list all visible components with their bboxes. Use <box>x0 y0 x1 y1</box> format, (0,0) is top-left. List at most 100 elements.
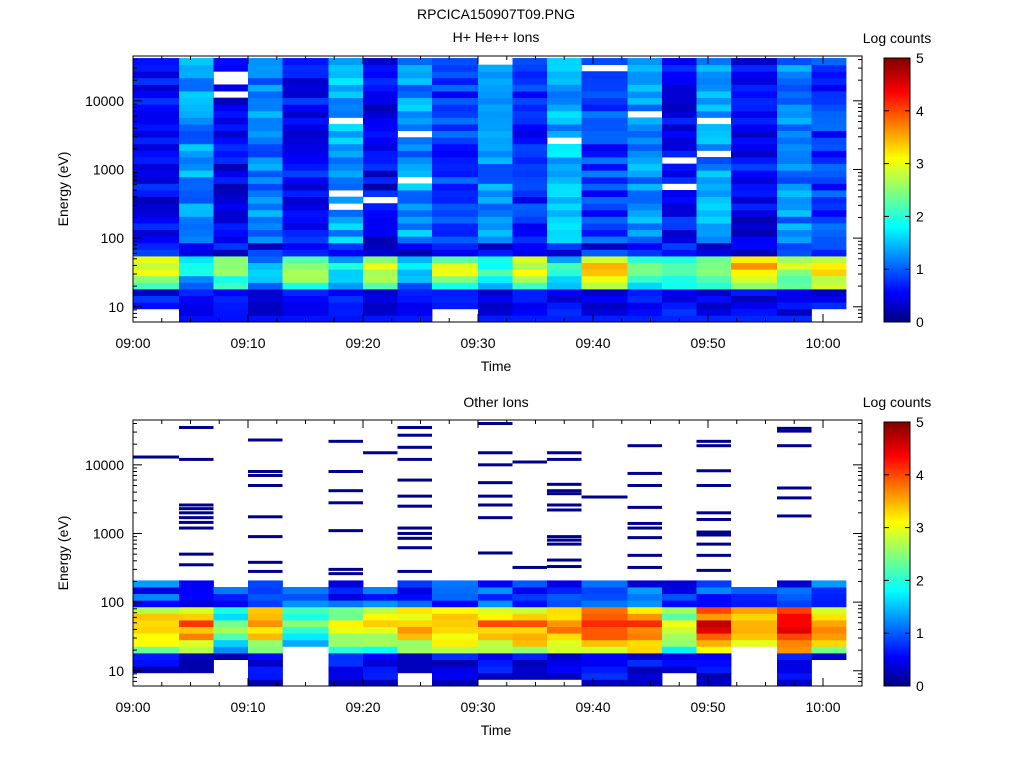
heatmap-cell <box>581 666 628 674</box>
heatmap-cell <box>478 256 513 264</box>
heatmap-cell <box>179 308 214 316</box>
heatmap-cell <box>777 64 812 72</box>
heatmap-cell <box>248 672 283 680</box>
heatmap-cell <box>133 183 180 191</box>
heatmap-cell <box>512 117 548 125</box>
heatmap-cell <box>432 77 479 85</box>
heatmap-cell <box>777 282 812 290</box>
heatmap-cell <box>662 236 697 244</box>
heatmap-cell <box>696 104 732 112</box>
heatmap-cell <box>547 620 582 628</box>
heatmap-cell <box>662 124 697 132</box>
heatmap-cell <box>363 183 398 191</box>
heatmap-cell <box>731 104 778 112</box>
heatmap-cell <box>547 117 582 125</box>
heatmap-cell <box>731 593 778 601</box>
heatmap-cell <box>662 176 697 184</box>
heatmap-cell <box>328 659 364 667</box>
heatmap-cell <box>731 209 778 217</box>
heatmap-cell <box>397 606 433 614</box>
heatmap-cell <box>512 269 548 277</box>
heatmap-cell <box>777 176 812 184</box>
heatmap-cell <box>696 308 732 316</box>
heatmap-cell <box>363 646 398 654</box>
heatmap-cell <box>397 84 433 92</box>
heatmap-cell <box>811 143 847 151</box>
heatmap-cell <box>213 84 249 92</box>
heatmap-cell <box>282 137 329 145</box>
heatmap-cell <box>547 110 582 118</box>
heatmap-cell <box>811 196 847 204</box>
heatmap-cell <box>627 137 663 145</box>
heatmap-cell <box>248 679 283 687</box>
y-tick-label: 10000 <box>85 93 124 109</box>
heatmap-cell <box>133 176 180 184</box>
heatmap-cell <box>179 157 214 165</box>
heatmap-cell <box>328 580 364 588</box>
heatmap-cell <box>213 256 249 264</box>
heatmap-cell <box>811 262 847 270</box>
heatmap-cell <box>179 196 214 204</box>
heatmap-cell <box>133 71 180 79</box>
heatmap-cell <box>512 315 548 323</box>
colorbar-tick-label: 2 <box>916 572 924 588</box>
heatmap-cell <box>328 302 364 310</box>
heatmap-cell <box>133 295 180 303</box>
heatmap-cell <box>811 587 847 595</box>
heatmap-cell <box>478 659 513 667</box>
heatmap-cell <box>512 229 548 237</box>
heatmap-cell <box>478 269 513 277</box>
heatmap-cell <box>696 620 732 628</box>
heatmap-cell <box>363 150 398 158</box>
heatmap-cell <box>662 223 697 231</box>
heatmap-cell <box>248 229 283 237</box>
count-line <box>133 455 179 459</box>
heatmap-cell <box>627 600 663 608</box>
heatmap-cell <box>213 315 249 323</box>
heatmap-cell <box>248 600 283 608</box>
heatmap-cell <box>213 620 249 628</box>
heatmap-cell <box>397 587 433 595</box>
heatmap-cell <box>397 216 433 224</box>
heatmap-cell <box>213 633 249 641</box>
heatmap-cell <box>478 308 513 316</box>
count-line <box>397 569 432 573</box>
heatmap-cell <box>512 626 548 634</box>
heatmap-cell <box>581 295 628 303</box>
heatmap-cell <box>777 170 812 178</box>
heatmap-cell <box>432 600 479 608</box>
heatmap-cell <box>133 77 180 85</box>
heatmap-cell <box>213 262 249 270</box>
heatmap-cell <box>731 190 778 198</box>
heatmap-cell <box>282 58 329 66</box>
heatmap-cell <box>777 209 812 217</box>
heatmap-cell <box>248 587 283 595</box>
heatmap-cell <box>777 163 812 171</box>
heatmap-cell <box>478 639 513 647</box>
heatmap-cell <box>363 639 398 647</box>
count-line <box>397 478 432 482</box>
heatmap-cell <box>179 77 214 85</box>
heatmap-cell <box>363 117 398 125</box>
heatmap-cell <box>478 190 513 198</box>
colorbar-ticks: 0 1 2 3 4 5 <box>884 414 924 694</box>
heatmap-cell <box>512 130 548 138</box>
heatmap-cell <box>627 593 663 601</box>
heatmap-cell <box>248 110 283 118</box>
heatmap-cell <box>811 137 847 145</box>
heatmap-cell <box>547 282 582 290</box>
heatmap-cell <box>777 659 812 667</box>
heatmap-cell <box>432 580 479 588</box>
count-line <box>328 567 363 571</box>
heatmap-cell <box>547 275 582 283</box>
heatmap-cell <box>627 150 663 158</box>
heatmap-cell <box>627 190 663 198</box>
heatmap-cell <box>696 639 732 647</box>
heatmap-cell <box>696 58 732 66</box>
heatmap-cell <box>512 196 548 204</box>
heatmap-cell <box>133 633 180 641</box>
heatmap-cell <box>133 659 180 667</box>
heatmap-cell <box>581 679 628 687</box>
heatmap-cell <box>432 143 479 151</box>
heatmap-cell <box>627 183 663 191</box>
